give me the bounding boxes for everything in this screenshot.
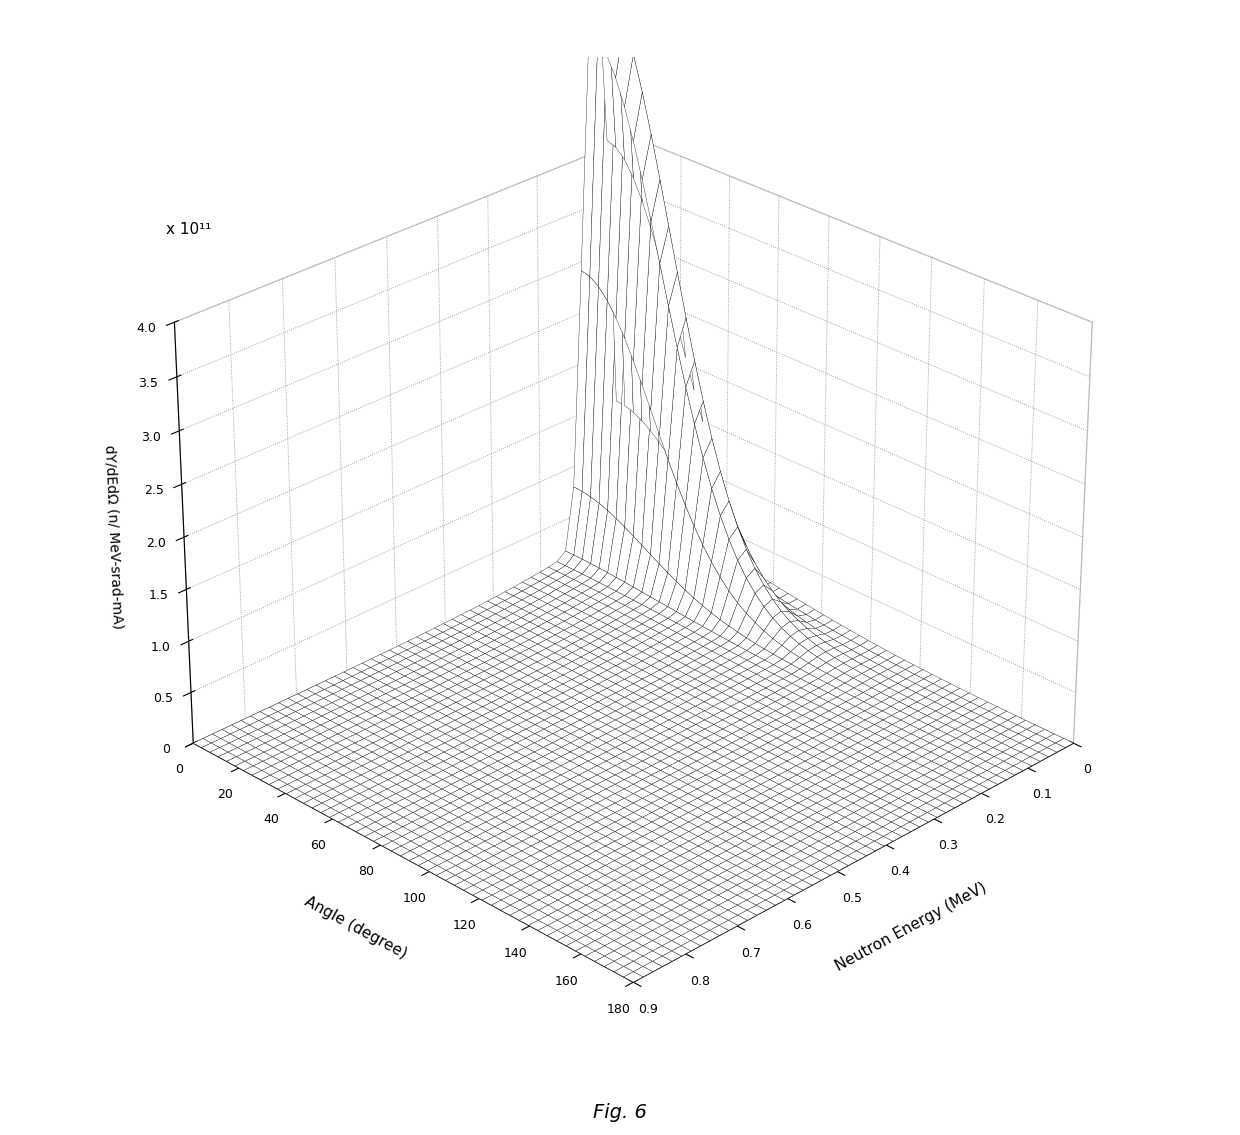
Text: Fig. 6: Fig. 6	[593, 1103, 647, 1123]
X-axis label: Neutron Energy (MeV): Neutron Energy (MeV)	[832, 880, 988, 974]
Y-axis label: Angle (degree): Angle (degree)	[303, 893, 409, 961]
Text: x 10¹¹: x 10¹¹	[166, 222, 211, 237]
